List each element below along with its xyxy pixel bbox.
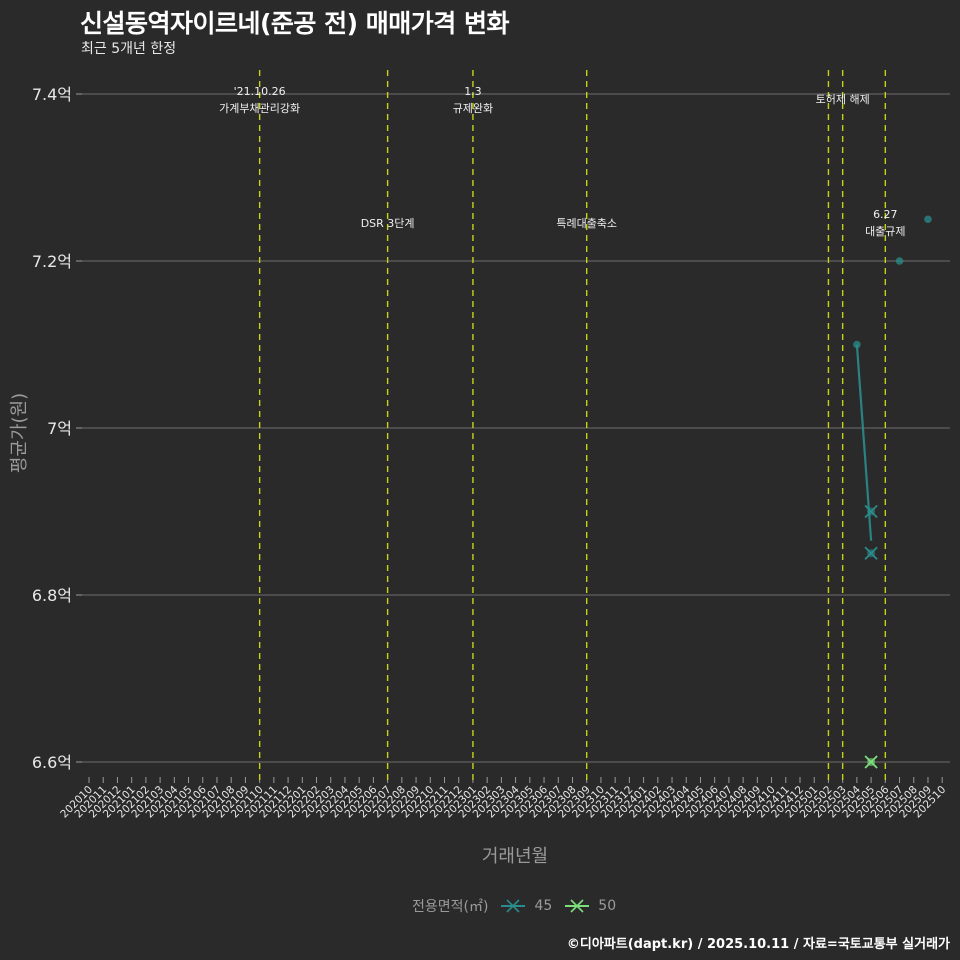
- legend-label: 50: [598, 898, 617, 914]
- x-marker: [864, 504, 878, 519]
- event-label: 토허제 해제: [816, 92, 870, 106]
- legend-item-45: 45: [500, 898, 552, 914]
- event-date: 6.27: [873, 208, 898, 221]
- event-date: 1.3: [464, 85, 482, 98]
- source-caption: ©디아파트(dapt.kr) / 2025.10.11 / 자료=국토교통부 실…: [566, 937, 950, 952]
- data-point: [853, 340, 861, 349]
- event-label: 특례대출축소: [556, 217, 617, 230]
- chart-subtitle: 최근 5개년 한정: [81, 41, 177, 57]
- x-marker: [864, 755, 878, 769]
- y-tick-label: 7억: [47, 419, 72, 438]
- event-label: 규제완화: [453, 102, 493, 115]
- y-tick-label: 6.6억: [32, 753, 72, 772]
- legend-label: 45: [534, 898, 553, 914]
- x-axis-title: 거래년월: [481, 846, 549, 867]
- y-tick-label: 7.4억: [32, 85, 72, 104]
- event-label: DSR 3단계: [361, 217, 415, 230]
- data-point: [895, 257, 904, 265]
- event-label: 대출규제: [865, 225, 905, 238]
- event-date: '21.10.26: [234, 85, 286, 98]
- x-marker-icon: [565, 899, 590, 913]
- x-marker-icon: [501, 899, 526, 913]
- legend-item-50: 50: [564, 898, 616, 914]
- y-tick-label: 7.2억: [32, 252, 72, 271]
- legend-title: 전용면적(㎡): [412, 899, 489, 915]
- data-point: [924, 215, 932, 224]
- legend: 전용면적(㎡) 45 50: [412, 896, 616, 916]
- y-axis-title: 평균가(원): [9, 392, 30, 474]
- y-tick-label: 6.8억: [32, 586, 72, 605]
- chart-title: 신설동역자이르네(준공 전) 매매가격 변화: [80, 9, 509, 38]
- event-label: 가계부채관리강화: [219, 102, 300, 115]
- x-marker: [864, 546, 878, 560]
